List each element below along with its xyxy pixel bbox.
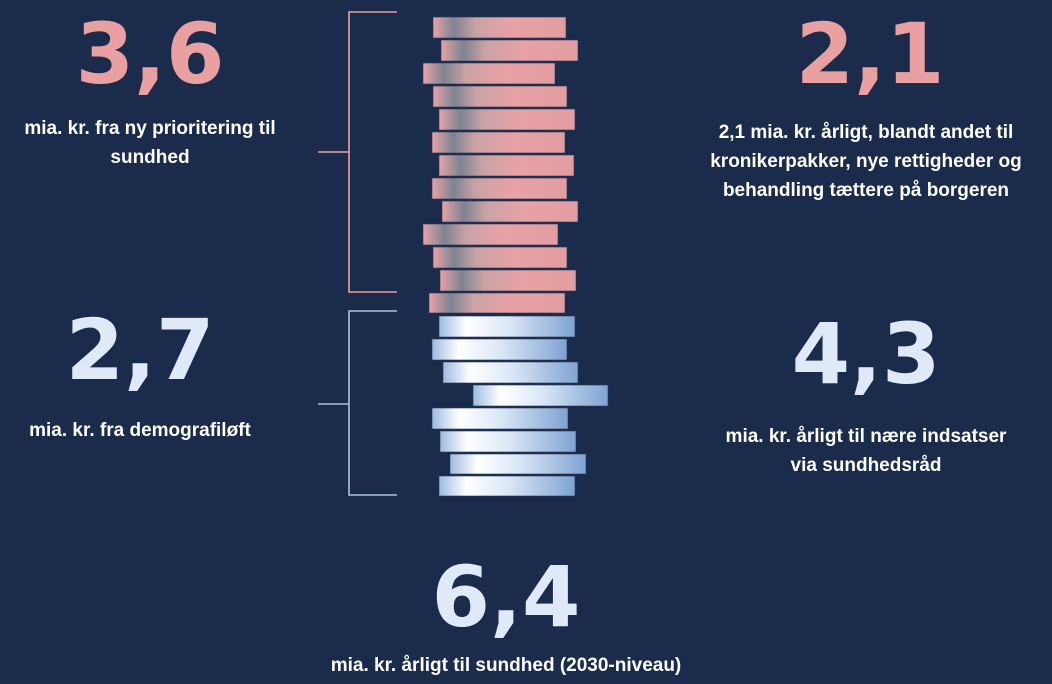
value-demography: 2,7 [65,301,215,399]
coin [438,475,576,497]
coin [422,223,559,246]
coin [442,361,579,384]
label-total: mia. kr. årligt til sundhed (2030-niveau… [330,655,682,676]
coin [472,384,609,407]
coin [431,177,568,200]
coin [432,85,568,108]
bracket-top [318,11,397,293]
coin [422,62,556,85]
label-local-efforts: mia. kr. årligt til nære indsatser via s… [725,426,1007,476]
coin [432,16,567,39]
coin [431,131,566,154]
coin [438,108,576,131]
label-new-priority: mia. kr. fra ny prioritering til sundhed [24,118,276,168]
label-chronic-packages: 2,1 mia. kr. årligt, blandt andet til kr… [710,122,1022,201]
coin [431,407,569,430]
coin [438,315,576,338]
label-demography: mia. kr. fra demografiløft [29,420,251,441]
bracket-bottom [318,310,397,496]
value-total: 6,4 [431,548,581,646]
coin [439,430,577,453]
value-chronic-packages: 2,1 [795,5,945,103]
coin [441,200,579,223]
pink-coins [422,16,579,314]
coin [432,246,568,269]
value-new-priority: 3,6 [75,5,225,103]
blue-coins [431,315,609,497]
coin [431,338,568,361]
coin [439,269,577,292]
value-local-efforts: 4,3 [791,305,941,403]
coin [440,39,579,62]
coin [449,453,587,475]
coin [438,154,575,177]
coin [428,292,566,314]
